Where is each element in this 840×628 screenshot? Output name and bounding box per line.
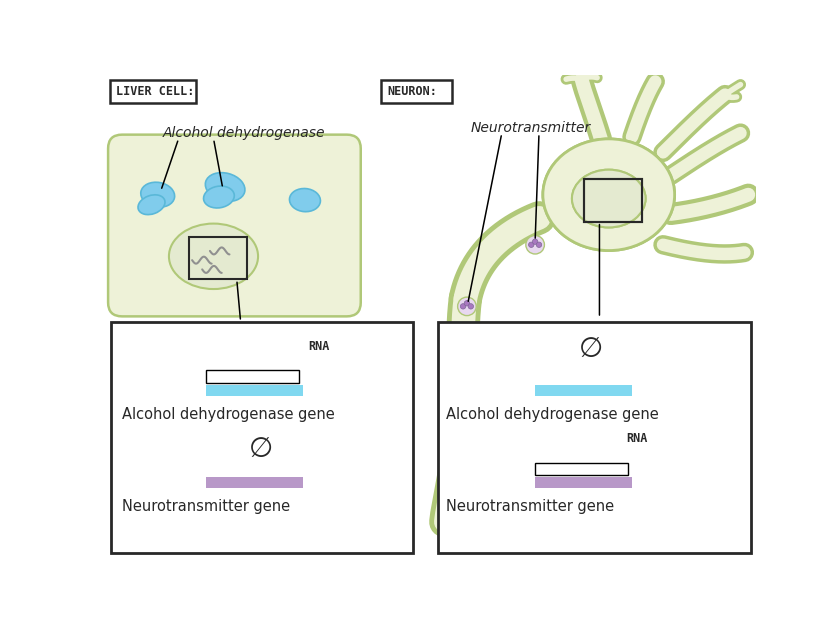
Bar bbox=[111, 322, 413, 553]
Text: Neurotransmitter: Neurotransmitter bbox=[470, 121, 591, 135]
Ellipse shape bbox=[543, 139, 675, 251]
Circle shape bbox=[467, 342, 473, 347]
Bar bbox=[584, 180, 642, 222]
Ellipse shape bbox=[543, 139, 675, 251]
Circle shape bbox=[458, 297, 476, 316]
Circle shape bbox=[460, 304, 465, 309]
Circle shape bbox=[452, 398, 470, 416]
Circle shape bbox=[465, 442, 470, 448]
Ellipse shape bbox=[203, 186, 234, 208]
Text: Alcohol dehydrogenase: Alcohol dehydrogenase bbox=[163, 126, 326, 140]
FancyBboxPatch shape bbox=[381, 80, 452, 103]
Circle shape bbox=[454, 436, 472, 454]
Bar bbox=[535, 463, 628, 475]
Text: Neurotransmitter gene: Neurotransmitter gene bbox=[446, 499, 614, 514]
Text: $\emptyset$: $\emptyset$ bbox=[249, 435, 272, 463]
Text: $\emptyset$: $\emptyset$ bbox=[578, 335, 602, 363]
Circle shape bbox=[536, 242, 542, 247]
Ellipse shape bbox=[169, 224, 258, 289]
Text: Alcohol dehydrogenase gene: Alcohol dehydrogenase gene bbox=[122, 407, 335, 421]
Ellipse shape bbox=[205, 173, 245, 202]
Text: RNA: RNA bbox=[308, 340, 329, 353]
Ellipse shape bbox=[290, 188, 320, 212]
Circle shape bbox=[465, 301, 470, 306]
Text: Alcohol dehydrogenase gene: Alcohol dehydrogenase gene bbox=[446, 407, 659, 421]
Bar bbox=[206, 477, 302, 488]
Circle shape bbox=[460, 439, 465, 445]
Text: NEURON:: NEURON: bbox=[387, 85, 437, 98]
FancyBboxPatch shape bbox=[108, 134, 360, 317]
Circle shape bbox=[464, 339, 469, 345]
Ellipse shape bbox=[138, 195, 165, 215]
Bar bbox=[189, 237, 247, 279]
Ellipse shape bbox=[141, 182, 175, 207]
Bar bbox=[206, 371, 299, 382]
Bar bbox=[438, 322, 751, 553]
Circle shape bbox=[457, 335, 475, 354]
Ellipse shape bbox=[572, 170, 646, 227]
Circle shape bbox=[528, 242, 534, 247]
Bar bbox=[535, 477, 632, 488]
Circle shape bbox=[459, 401, 465, 406]
Circle shape bbox=[456, 442, 462, 448]
Text: RNA: RNA bbox=[626, 432, 647, 445]
Bar bbox=[535, 385, 632, 396]
Circle shape bbox=[468, 304, 474, 309]
Circle shape bbox=[533, 239, 538, 244]
Text: Neurotransmitter gene: Neurotransmitter gene bbox=[122, 499, 290, 514]
Circle shape bbox=[526, 236, 544, 254]
Ellipse shape bbox=[572, 170, 646, 227]
FancyBboxPatch shape bbox=[110, 80, 197, 103]
Bar bbox=[206, 385, 302, 396]
Circle shape bbox=[459, 342, 465, 347]
Circle shape bbox=[455, 404, 460, 409]
Text: LIVER CELL:: LIVER CELL: bbox=[116, 85, 194, 98]
Circle shape bbox=[463, 404, 468, 409]
